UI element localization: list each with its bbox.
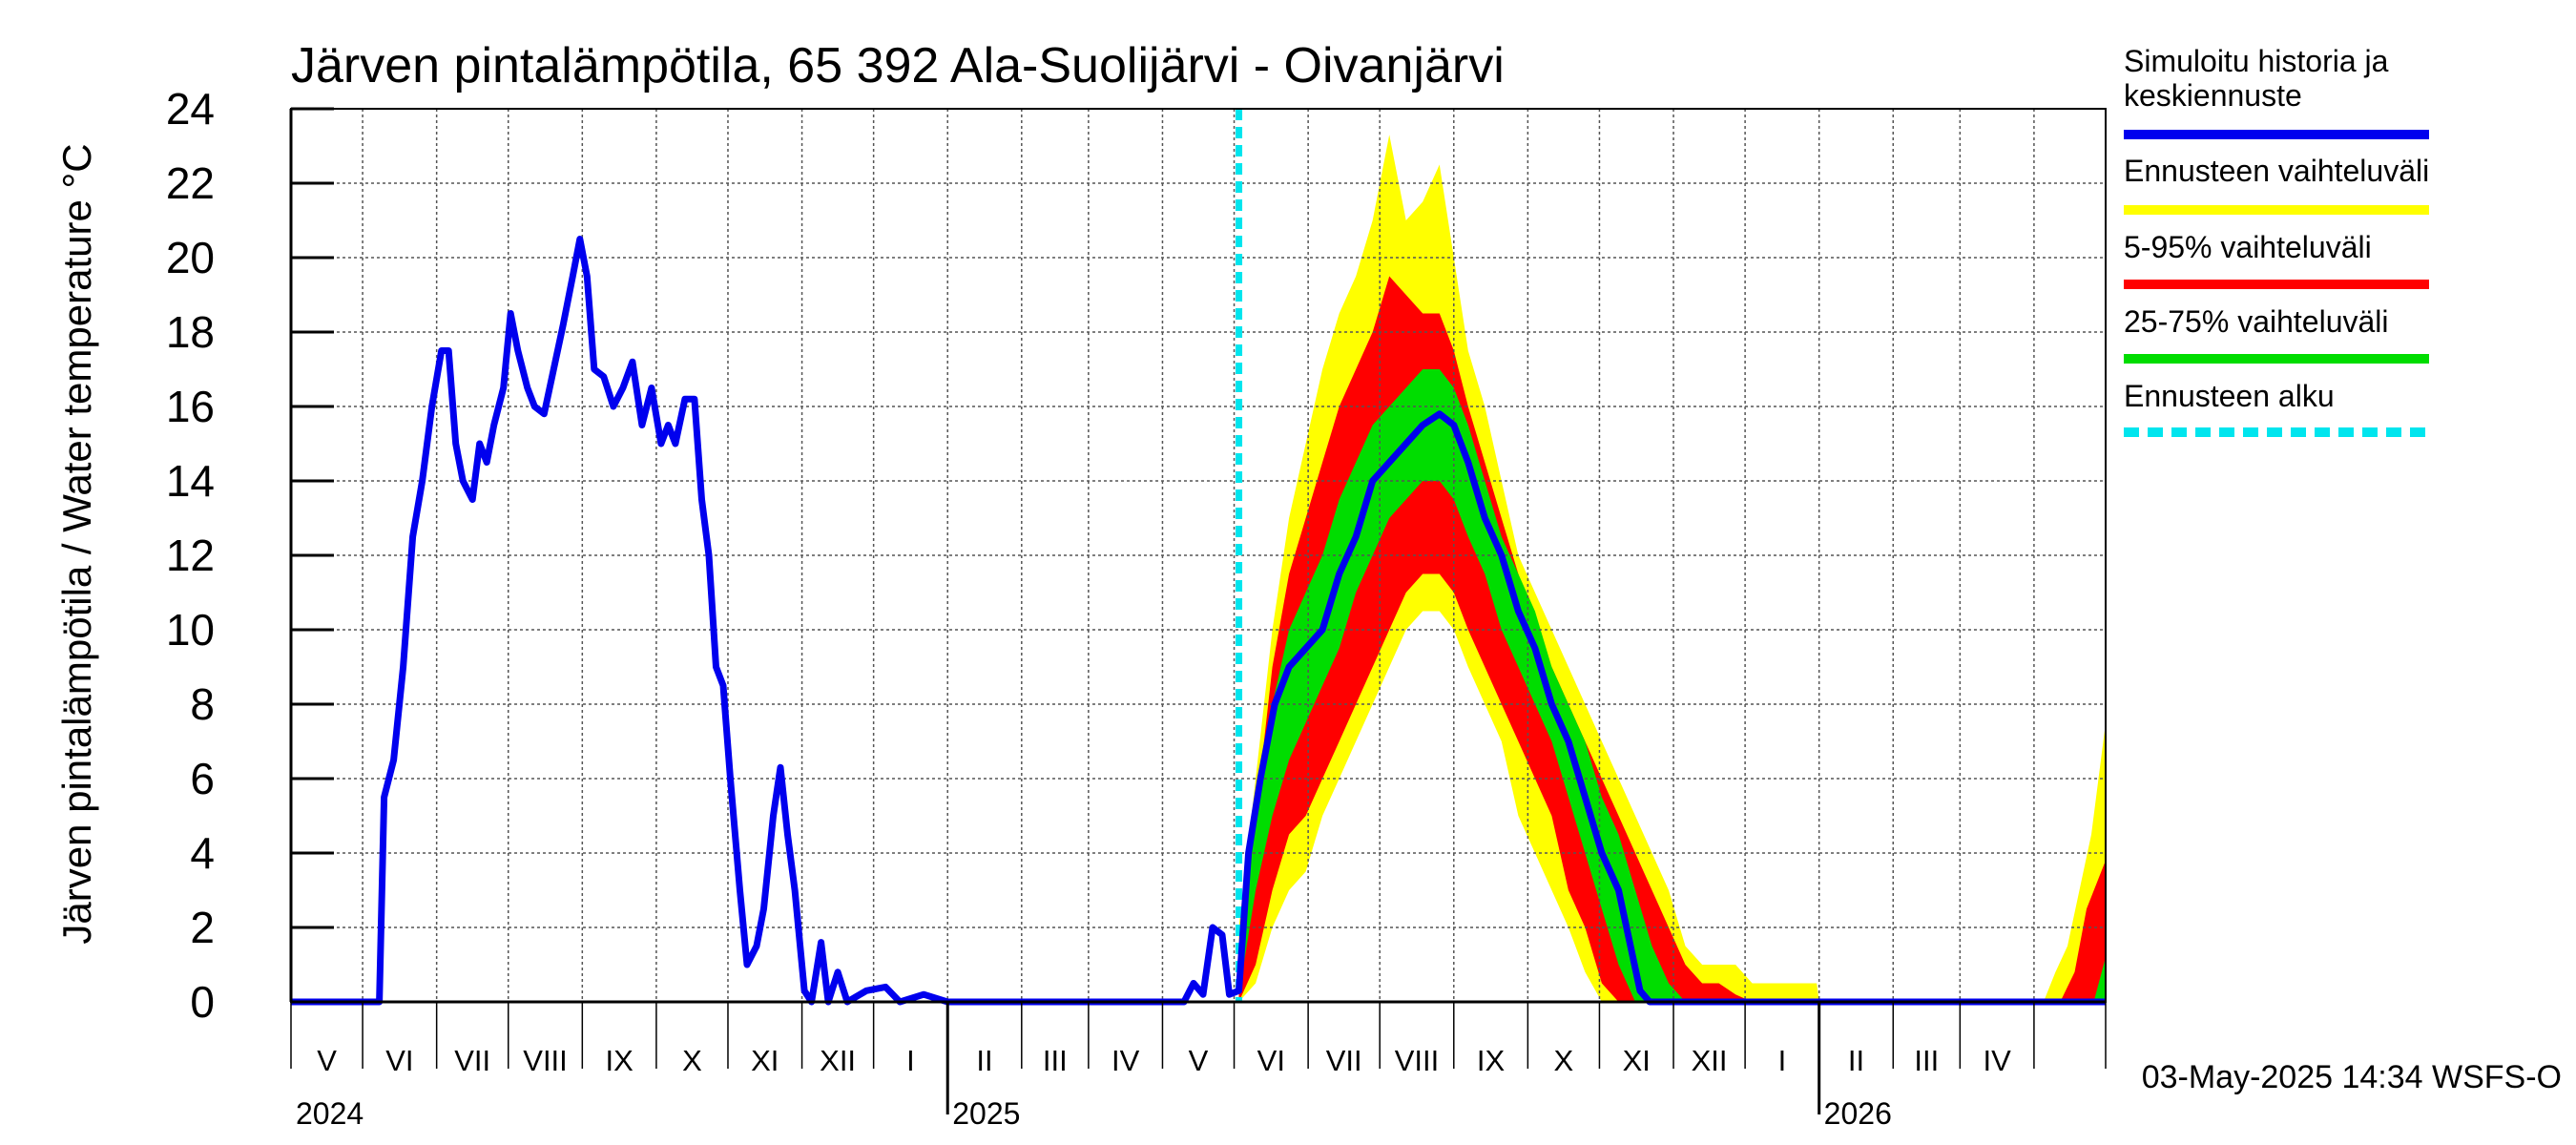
y-tick-label-14: 14 xyxy=(166,456,215,506)
month-label-15: VIII xyxy=(1395,1044,1440,1077)
month-label-10: III xyxy=(1043,1044,1068,1077)
legend-label-0-line-1: Simuloitu historia ja xyxy=(2124,44,2389,78)
month-label-16: IX xyxy=(1477,1044,1506,1077)
y-tick-label-16: 16 xyxy=(166,382,215,431)
month-label-0: V xyxy=(317,1044,337,1077)
y-tick-label-24: 24 xyxy=(166,84,215,134)
y-tick-label-10: 10 xyxy=(166,605,215,655)
month-label-7: XII xyxy=(820,1044,856,1077)
legend-label-1: Ennusteen vaihteluväli xyxy=(2124,154,2429,188)
legend-label-3: 25-75% vaihteluväli xyxy=(2124,304,2389,339)
month-label-18: XI xyxy=(1623,1044,1651,1077)
month-label-4: IX xyxy=(605,1044,634,1077)
legend-label-0-line-2: keskiennuste xyxy=(2124,78,2302,113)
month-label-19: XII xyxy=(1692,1044,1728,1077)
month-label-17: X xyxy=(1554,1044,1574,1077)
y-tick-label-4: 4 xyxy=(190,828,215,878)
forecast-bands xyxy=(1238,135,2106,1003)
legend-label-4: Ennusteen alku xyxy=(2124,379,2335,413)
year-label-0: 2024 xyxy=(296,1096,364,1131)
median-series xyxy=(291,236,2106,1006)
month-label-21: II xyxy=(1848,1044,1864,1077)
year-label-1: 2025 xyxy=(952,1096,1020,1131)
y-tick-label-6: 6 xyxy=(190,754,215,803)
month-label-3: VIII xyxy=(523,1044,568,1077)
y-axis-label: Järven pintalämpötila / Water temperatur… xyxy=(54,143,99,944)
band-1 xyxy=(1238,135,2106,1003)
y-tick-label-18: 18 xyxy=(166,307,215,357)
chart-title: Järven pintalämpötila, 65 392 Ala-Suolij… xyxy=(291,38,1505,94)
year-label-2: 2026 xyxy=(1824,1096,1892,1131)
footer-timestamp: 03-May-2025 14:34 WSFS-O xyxy=(2142,1059,2562,1095)
y-tick-label-8: 8 xyxy=(190,679,215,729)
month-label-5: X xyxy=(682,1044,702,1077)
month-label-12: V xyxy=(1189,1044,1209,1077)
y-tick-label-2: 2 xyxy=(190,903,215,952)
month-label-22: III xyxy=(1914,1044,1939,1077)
month-label-14: VII xyxy=(1326,1044,1362,1077)
month-label-8: I xyxy=(906,1044,915,1077)
month-label-11: IV xyxy=(1111,1044,1140,1077)
month-label-23: IV xyxy=(1983,1044,2011,1077)
y-tick-label-22: 22 xyxy=(166,158,215,208)
median-line xyxy=(291,236,2106,1006)
legend-label-0: Simuloitu historia ja keskiennuste xyxy=(2124,44,2389,113)
y-tick-label-0: 0 xyxy=(190,977,215,1027)
month-label-6: XI xyxy=(751,1044,779,1077)
legend-label-2: 5-95% vaihteluväli xyxy=(2124,230,2372,264)
month-label-9: II xyxy=(976,1044,992,1077)
y-tick-label-12: 12 xyxy=(166,531,215,580)
month-label-1: VI xyxy=(385,1044,413,1077)
y-tick-label-20: 20 xyxy=(166,233,215,282)
x-axis: V VI VII VIII IX X XI XII I II III IV V VI VII VIII IX X X… xyxy=(290,1002,2107,1131)
legend: Simuloitu historia ja keskiennuste Ennuste… xyxy=(2124,44,2429,437)
month-label-2: VII xyxy=(454,1044,490,1077)
month-label-13: VI xyxy=(1257,1044,1285,1077)
month-label-20: I xyxy=(1778,1044,1787,1077)
